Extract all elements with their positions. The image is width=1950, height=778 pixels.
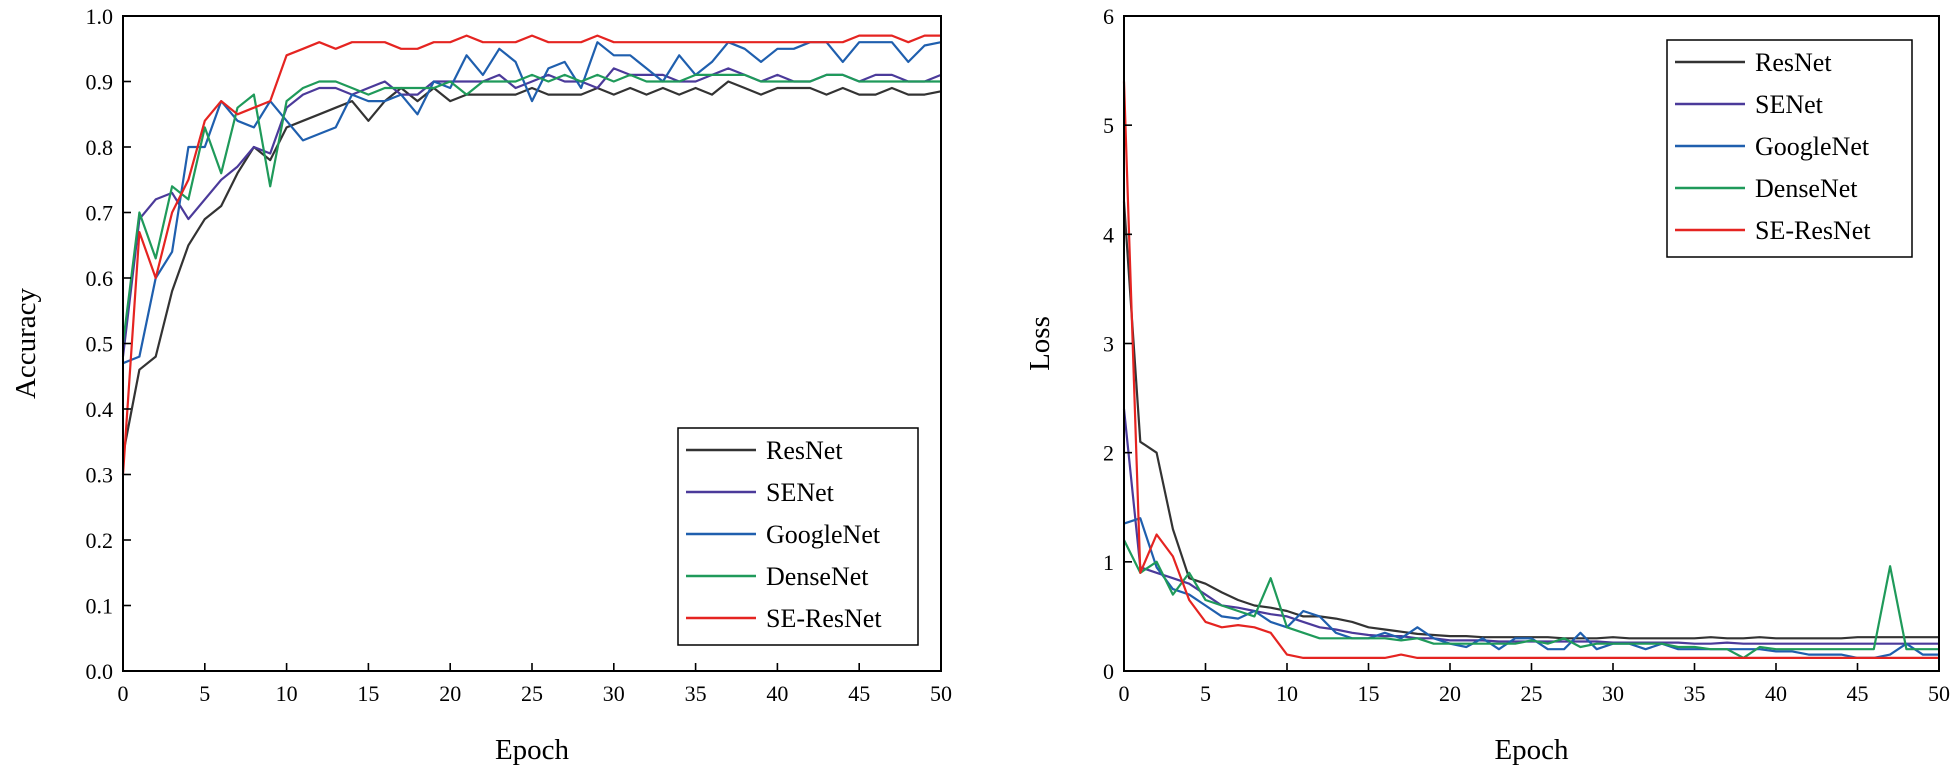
- loss-x-axis-label: Epoch: [1494, 734, 1569, 766]
- loss-x-tick-label: 5: [1200, 681, 1211, 706]
- accuracy-x-tick-label: 5: [199, 681, 210, 706]
- loss-y-tick-label: 5: [1103, 113, 1114, 138]
- loss-legend-box: [1666, 39, 1913, 258]
- loss-legend-label-googlenet: GoogleNet: [1755, 132, 1870, 161]
- accuracy-legend-label-senet: SENet: [766, 478, 835, 507]
- loss-series-se-resnet-line: [1122, 81, 1939, 660]
- accuracy-x-axis-label: Epoch: [495, 734, 570, 766]
- loss-x-tick-label: 15: [1358, 681, 1380, 706]
- accuracy-y-tick-label: 0.9: [86, 70, 114, 95]
- loss-y-tick-label: 6: [1103, 4, 1114, 29]
- loss-series-resnet-line: [1122, 201, 1939, 640]
- accuracy-y-tick-label: 0.8: [86, 135, 114, 160]
- accuracy-chart: 0 5 10 15 20 25 30 35 40 45 50 0.0 0.1 0.2 0.3 0.4 0.5 0.…: [10, 4, 952, 766]
- accuracy-ticks: 0 5 10 15 20 25 30 35 40 45 50 0.0 0.1 0.2 0.3 0.4 0.5 0.…: [86, 4, 953, 706]
- loss-y-tick-label: 3: [1103, 332, 1114, 357]
- accuracy-x-tick-label: 50: [930, 681, 952, 706]
- loss-x-tick-label: 50: [1928, 681, 1950, 706]
- accuracy-legend-label-se-resnet: SE-ResNet: [766, 604, 882, 633]
- accuracy-series-resnet-line: [121, 80, 942, 456]
- loss-y-axis-label: Loss: [1024, 316, 1056, 371]
- accuracy-y-tick-label: 0.5: [86, 332, 114, 357]
- accuracy-series-googlenet-line: [122, 41, 942, 365]
- accuracy-series-se-resnet-line: [121, 34, 941, 475]
- loss-legend-label-densenet: DenseNet: [1755, 174, 1858, 203]
- accuracy-x-tick-label: 20: [439, 681, 461, 706]
- accuracy-x-tick-label: 40: [766, 681, 788, 706]
- accuracy-y-tick-label: 0.7: [86, 201, 114, 226]
- loss-x-tick-label: 20: [1439, 681, 1461, 706]
- loss-legend-label-resnet: ResNet: [1755, 48, 1832, 77]
- accuracy-y-axis-label: Accuracy: [10, 287, 42, 399]
- accuracy-y-tick-label: 0.1: [86, 594, 114, 619]
- loss-x-tick-label: 40: [1765, 681, 1787, 706]
- accuracy-legend-box: [677, 427, 919, 646]
- loss-y-tick-label: 4: [1103, 222, 1114, 247]
- loss-legend: ResNet SENet GoogleNet DenseNet SE-ResNet: [1666, 39, 1913, 258]
- loss-series-lines: [1122, 81, 1939, 660]
- accuracy-x-tick-label: 25: [521, 681, 543, 706]
- accuracy-x-tick-label: 30: [603, 681, 625, 706]
- accuracy-legend-label-resnet: ResNet: [766, 436, 843, 465]
- loss-x-tick-label: 0: [1119, 681, 1130, 706]
- accuracy-y-tick-label: 0.0: [86, 659, 114, 684]
- accuracy-x-tick-label: 35: [685, 681, 707, 706]
- loss-series-densenet-line: [1123, 539, 1939, 660]
- accuracy-y-tick-label: 0.6: [86, 266, 114, 291]
- loss-series-senet-line: [1122, 408, 1939, 645]
- loss-x-tick-label: 10: [1276, 681, 1298, 706]
- loss-series-googlenet-line: [1123, 517, 1939, 660]
- accuracy-legend: ResNet SENet GoogleNet DenseNet SE-ResNet: [677, 427, 919, 646]
- loss-x-tick-label: 30: [1602, 681, 1624, 706]
- loss-legend-label-se-resnet: SE-ResNet: [1755, 216, 1871, 245]
- accuracy-x-tick-label: 45: [848, 681, 870, 706]
- accuracy-y-tick-label: 0.4: [86, 397, 114, 422]
- loss-x-tick-label: 35: [1684, 681, 1706, 706]
- loss-y-tick-label: 2: [1103, 441, 1114, 466]
- accuracy-y-tick-label: 1.0: [86, 4, 114, 29]
- loss-legend-label-senet: SENet: [1755, 90, 1824, 119]
- accuracy-y-tick-label: 0.3: [86, 463, 114, 488]
- accuracy-x-tick-label: 0: [118, 681, 129, 706]
- accuracy-y-tick-label: 0.2: [86, 528, 114, 553]
- accuracy-x-tick-label: 10: [276, 681, 298, 706]
- loss-x-tick-label: 45: [1847, 681, 1869, 706]
- accuracy-series-densenet-line: [121, 73, 941, 344]
- loss-y-tick-label: 1: [1103, 550, 1114, 575]
- accuracy-legend-label-densenet: DenseNet: [766, 562, 869, 591]
- accuracy-legend-label-googlenet: GoogleNet: [766, 520, 881, 549]
- loss-x-tick-label: 25: [1521, 681, 1543, 706]
- accuracy-x-tick-label: 15: [357, 681, 379, 706]
- loss-y-tick-label: 0: [1103, 659, 1114, 684]
- accuracy-series-lines: [121, 34, 942, 475]
